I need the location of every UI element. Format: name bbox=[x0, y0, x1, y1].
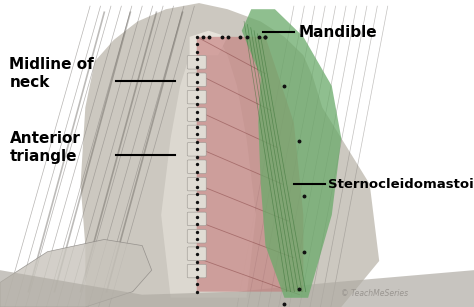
Polygon shape bbox=[0, 239, 152, 307]
FancyBboxPatch shape bbox=[187, 90, 206, 104]
Polygon shape bbox=[197, 37, 303, 292]
Text: Midline of
neck: Midline of neck bbox=[9, 57, 94, 90]
Polygon shape bbox=[81, 3, 379, 307]
Polygon shape bbox=[161, 37, 256, 298]
FancyBboxPatch shape bbox=[187, 247, 206, 260]
Polygon shape bbox=[190, 31, 228, 55]
FancyBboxPatch shape bbox=[187, 108, 206, 121]
FancyBboxPatch shape bbox=[187, 195, 206, 208]
FancyBboxPatch shape bbox=[187, 160, 206, 173]
Polygon shape bbox=[0, 270, 474, 307]
Text: © TeachMeSeries: © TeachMeSeries bbox=[341, 289, 409, 298]
Text: Sternocleidomastoid: Sternocleidomastoid bbox=[328, 178, 474, 191]
FancyBboxPatch shape bbox=[187, 142, 206, 156]
FancyBboxPatch shape bbox=[187, 177, 206, 191]
FancyBboxPatch shape bbox=[187, 73, 206, 87]
FancyBboxPatch shape bbox=[187, 230, 206, 243]
Polygon shape bbox=[242, 9, 341, 298]
FancyBboxPatch shape bbox=[187, 264, 206, 278]
FancyBboxPatch shape bbox=[187, 125, 206, 139]
Text: Anterior
triangle: Anterior triangle bbox=[9, 131, 81, 164]
Text: Mandible: Mandible bbox=[299, 25, 377, 40]
FancyBboxPatch shape bbox=[187, 212, 206, 226]
FancyBboxPatch shape bbox=[187, 56, 206, 69]
